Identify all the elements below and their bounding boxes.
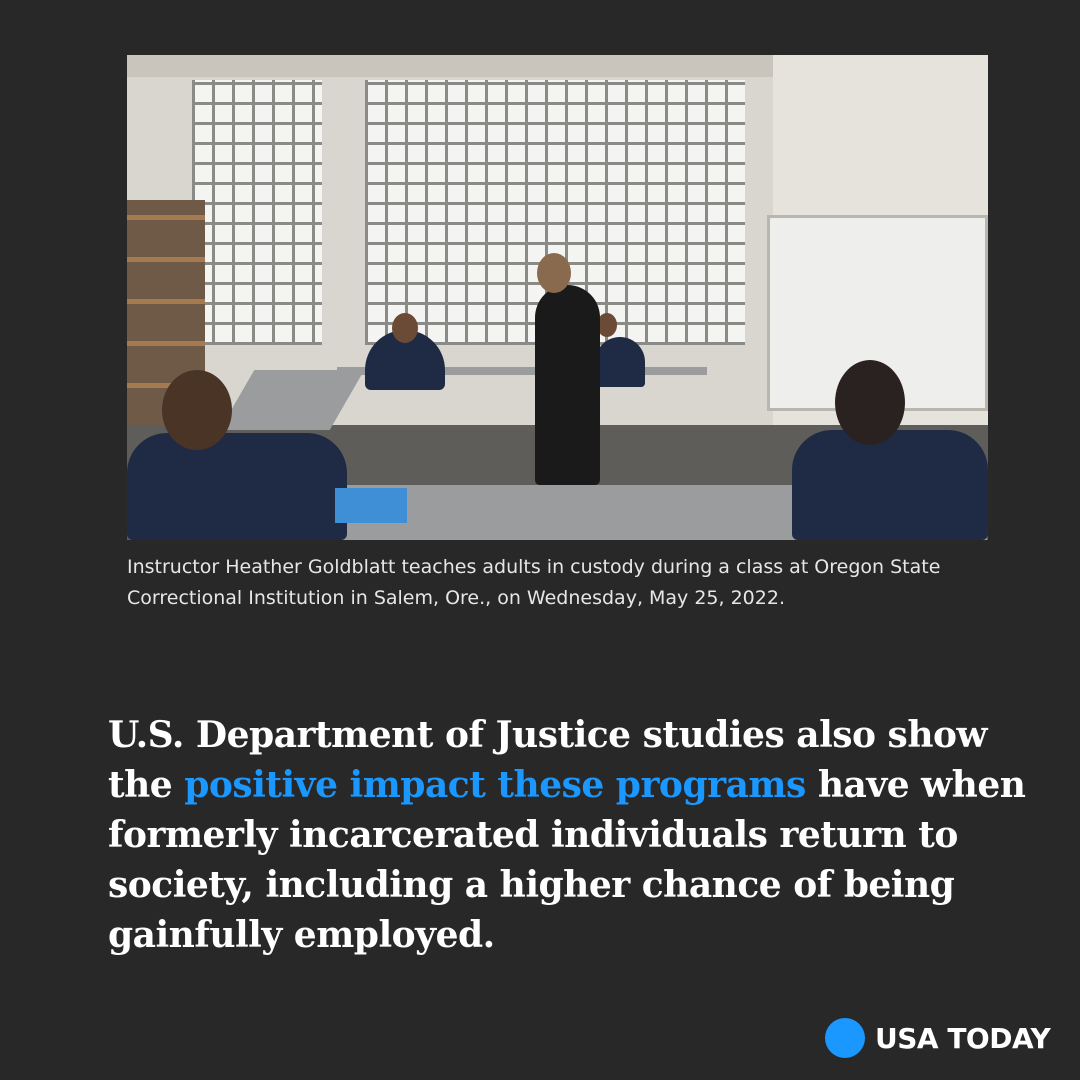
headline-text: U.S. Department of Justice studies also … [108,714,988,806]
student [127,433,347,540]
student [595,337,645,387]
student-head [392,313,418,343]
student-head [162,370,232,450]
headline: U.S. Department of Justice studies also … [108,710,1028,960]
table [219,370,365,430]
instructor [535,285,600,485]
logo-text: USA TODAY [875,1021,1051,1055]
student-head [835,360,905,445]
headline-text: have when formerly incarcerated individu… [108,764,1026,956]
table [337,367,707,375]
classroom-photo [127,55,988,540]
blue-folder [335,488,407,523]
headline-highlight: positive impact these programs [184,764,806,806]
logo-dot-icon [825,1018,865,1058]
ceiling [127,55,988,77]
student-head [597,313,617,337]
instructor-head [537,253,571,293]
photo-caption: Instructor Heather Goldblatt teaches adu… [127,556,941,609]
barred-window [192,80,322,345]
usa-today-logo: USA TODAY [825,1018,1051,1058]
student [792,430,988,540]
